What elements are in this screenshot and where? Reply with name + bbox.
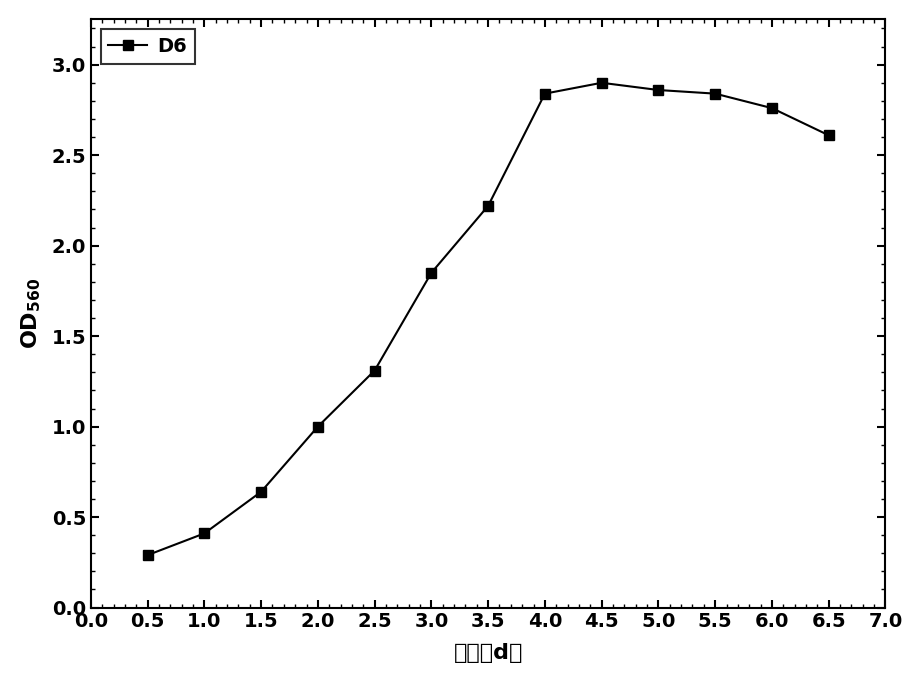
- X-axis label: 时间（d）: 时间（d）: [454, 642, 523, 662]
- D6: [710, 89, 721, 98]
- D6: [597, 78, 608, 87]
- D6: [255, 488, 266, 496]
- D6: [766, 104, 777, 113]
- D6: [369, 366, 380, 374]
- D6: [313, 423, 324, 431]
- Y-axis label: OD$_{560}$: OD$_{560}$: [19, 278, 43, 349]
- D6: [653, 86, 664, 94]
- D6: [482, 202, 493, 210]
- D6: [199, 529, 210, 537]
- D6: [426, 269, 437, 277]
- Line: D6: D6: [143, 78, 833, 560]
- Legend: D6: D6: [100, 29, 195, 63]
- D6: [142, 551, 153, 559]
- D6: [539, 89, 550, 98]
- D6: [823, 131, 834, 139]
